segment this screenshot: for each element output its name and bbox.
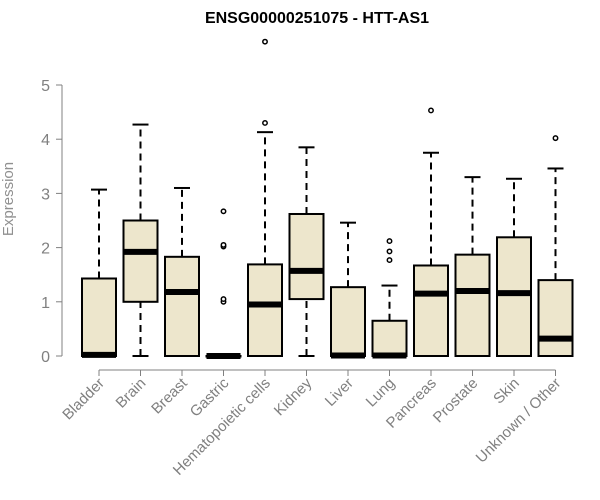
box-rect — [81, 277, 117, 357]
box-rect — [247, 263, 283, 358]
x-tick-label: Prostate — [430, 375, 482, 427]
x-tick-label: Liver — [322, 375, 357, 410]
box-brain — [122, 123, 159, 357]
x-tick-label: Kidney — [271, 374, 316, 419]
outlier-point — [386, 248, 393, 255]
box-rect — [496, 236, 532, 357]
outlier-point — [262, 119, 268, 126]
y-tick-label: 2 — [41, 241, 50, 258]
outlier-point — [220, 208, 227, 215]
box-rect — [537, 279, 574, 357]
box-kidney — [288, 146, 325, 357]
box-hematopoietic-cells — [247, 38, 283, 358]
y-tick-label: 3 — [41, 186, 50, 203]
x-tick-label: Bladder — [59, 375, 108, 424]
box-unknown-other — [537, 135, 574, 357]
y-axis: 0 1 2 3 4 5 — [41, 78, 63, 366]
x-tick-label: Skin — [490, 375, 523, 408]
box-bladder — [81, 188, 117, 358]
box-rect — [330, 286, 366, 357]
outlier-point — [220, 296, 227, 303]
box-rect — [122, 219, 159, 303]
box-lung — [371, 238, 408, 359]
x-tick-label: Brain — [113, 375, 150, 412]
x-tick-label: Breast — [148, 374, 191, 417]
y-tick-label: 4 — [41, 132, 50, 149]
outlier-point — [428, 107, 434, 114]
outlier-point — [220, 241, 227, 248]
box-rect — [454, 253, 491, 357]
outlier-point — [262, 38, 268, 45]
y-axis-label: Expression — [0, 162, 17, 236]
box-gastric — [205, 208, 242, 359]
y-tick-label: 1 — [41, 295, 50, 312]
box-rect — [413, 264, 449, 357]
box-pancreas — [413, 107, 449, 357]
box-prostate — [454, 176, 491, 357]
outlier-point — [552, 135, 559, 142]
box-rect — [164, 255, 200, 357]
boxes-group — [81, 38, 574, 359]
outlier-point — [386, 257, 393, 264]
outlier-point — [386, 238, 393, 245]
y-tick-label: 0 — [41, 349, 50, 366]
x-tick-label: Lung — [363, 375, 399, 411]
box-liver — [330, 221, 366, 359]
chart-title: ENSG00000251075 - HTT-AS1 — [205, 10, 429, 27]
box-skin — [496, 177, 532, 357]
box-breast — [164, 186, 200, 357]
box-rect — [288, 212, 325, 301]
box-rect — [371, 319, 408, 357]
y-tick-label: 5 — [41, 78, 50, 95]
